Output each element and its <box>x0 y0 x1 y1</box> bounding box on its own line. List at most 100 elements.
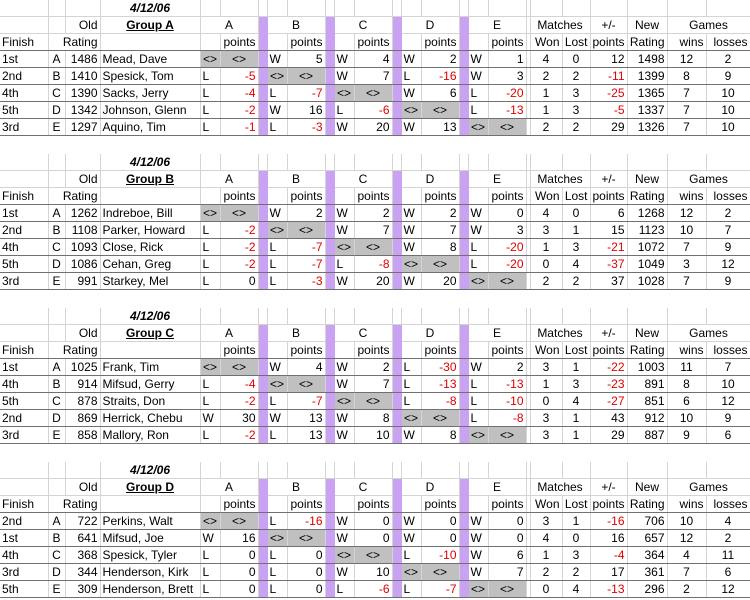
divider <box>258 67 268 85</box>
empty-cell <box>401 33 422 51</box>
empty-cell <box>48 16 66 34</box>
old-rating: 1086 <box>65 255 101 273</box>
plus-minus: 29 <box>590 426 628 444</box>
won: 2 <box>530 118 563 136</box>
header: +/- <box>590 170 628 188</box>
plus-minus: -13 <box>590 580 628 598</box>
divider <box>258 426 268 444</box>
row: Old Group A A B C D E Matches +/- New Games <box>0 16 750 34</box>
game-losses: 7 <box>706 221 750 239</box>
group: 4/12/06 Old Group B A B C D E Matches +/- New Games… <box>0 154 750 290</box>
divider <box>459 512 469 530</box>
empty-cell <box>526 341 531 359</box>
divider <box>459 204 469 222</box>
divider <box>392 409 402 427</box>
plus-minus: -16 <box>590 512 628 530</box>
header: Rating <box>48 495 101 513</box>
result: W <box>401 272 422 290</box>
points: -6 <box>354 101 393 119</box>
plus-minus: 37 <box>590 272 628 290</box>
row: 5th C 878 Straits, Don L -2 L -7 <> <> L -8 L -10 0 4 -2… <box>0 392 750 410</box>
empty-cell <box>526 392 531 410</box>
seed: D <box>48 409 66 427</box>
new-rating: 1365 <box>627 84 668 102</box>
empty-cell <box>65 154 101 171</box>
player-name: Henderson, Kirk <box>100 563 201 581</box>
game-losses: 9 <box>706 67 750 85</box>
seed: D <box>48 563 66 581</box>
empty-cell <box>392 462 402 479</box>
game-wins: 12 <box>667 204 707 222</box>
divider <box>258 478 268 496</box>
divider <box>325 409 335 427</box>
new-rating: 296 <box>627 580 668 598</box>
new-rating: 912 <box>627 409 668 427</box>
new-rating: 1028 <box>627 272 668 290</box>
points: 20 <box>354 118 393 136</box>
player-name: Spesick, Tyler <box>100 546 201 564</box>
divider <box>392 375 402 393</box>
divider <box>325 67 335 85</box>
result: W <box>200 529 221 547</box>
result: W <box>468 563 489 581</box>
points: 2 <box>287 204 326 222</box>
empty-cell <box>667 154 707 171</box>
old-rating: 1262 <box>65 204 101 222</box>
empty-cell <box>100 341 201 359</box>
game-losses: 10 <box>706 101 750 119</box>
result: L <box>267 238 288 256</box>
lost: 4 <box>562 392 591 410</box>
header: points <box>220 495 259 513</box>
game-losses: 6 <box>706 426 750 444</box>
divider <box>325 478 335 496</box>
divider <box>258 118 268 136</box>
finish: 4th <box>0 546 49 564</box>
header: points <box>590 341 628 359</box>
header: points <box>287 495 326 513</box>
divider <box>258 512 268 530</box>
player-name: Perkins, Walt <box>100 512 201 530</box>
points: 16 <box>220 529 259 547</box>
points: -13 <box>421 375 460 393</box>
points: 0 <box>488 512 527 530</box>
result: L <box>200 272 221 290</box>
header: Old <box>65 170 101 188</box>
divider <box>459 495 469 513</box>
seed: B <box>48 375 66 393</box>
player-name: Close, Rick <box>100 238 201 256</box>
divider <box>459 324 469 342</box>
finish: 3rd <box>0 426 49 444</box>
points: -2 <box>220 255 259 273</box>
header: points <box>287 187 326 205</box>
divider <box>258 238 268 256</box>
points: -2 <box>220 426 259 444</box>
finish: 5th <box>0 255 49 273</box>
seed: E <box>48 580 66 598</box>
row: Finish Rating points points points points poin… <box>0 187 750 205</box>
points: -4 <box>220 375 259 393</box>
result: W <box>334 67 355 85</box>
lost: 0 <box>562 204 591 222</box>
points: -20 <box>488 238 527 256</box>
date: 4/12/06 <box>100 154 201 171</box>
divider <box>258 375 268 393</box>
result: W <box>401 204 422 222</box>
row: 1st A 1486 Mead, Dave <> <> W 5 W 4 W 2 W 1 4 0 12 1498 12… <box>0 50 750 68</box>
result: W <box>468 546 489 564</box>
won: 3 <box>530 221 563 239</box>
points: 0 <box>220 546 259 564</box>
result: L <box>267 512 288 530</box>
result: W <box>267 50 288 68</box>
header: E <box>468 16 527 34</box>
game-wins: 10 <box>667 409 707 427</box>
result: L <box>267 118 288 136</box>
empty-cell <box>562 0 591 17</box>
old-rating: 344 <box>65 563 101 581</box>
player-name: Herrick, Chebu <box>100 409 201 427</box>
result: <> <box>334 392 355 410</box>
result: <> <box>267 221 288 239</box>
player-name: Sacks, Jerry <box>100 84 201 102</box>
old-rating: 1093 <box>65 238 101 256</box>
empty-cell <box>401 462 422 479</box>
finish: 2nd <box>0 67 49 85</box>
